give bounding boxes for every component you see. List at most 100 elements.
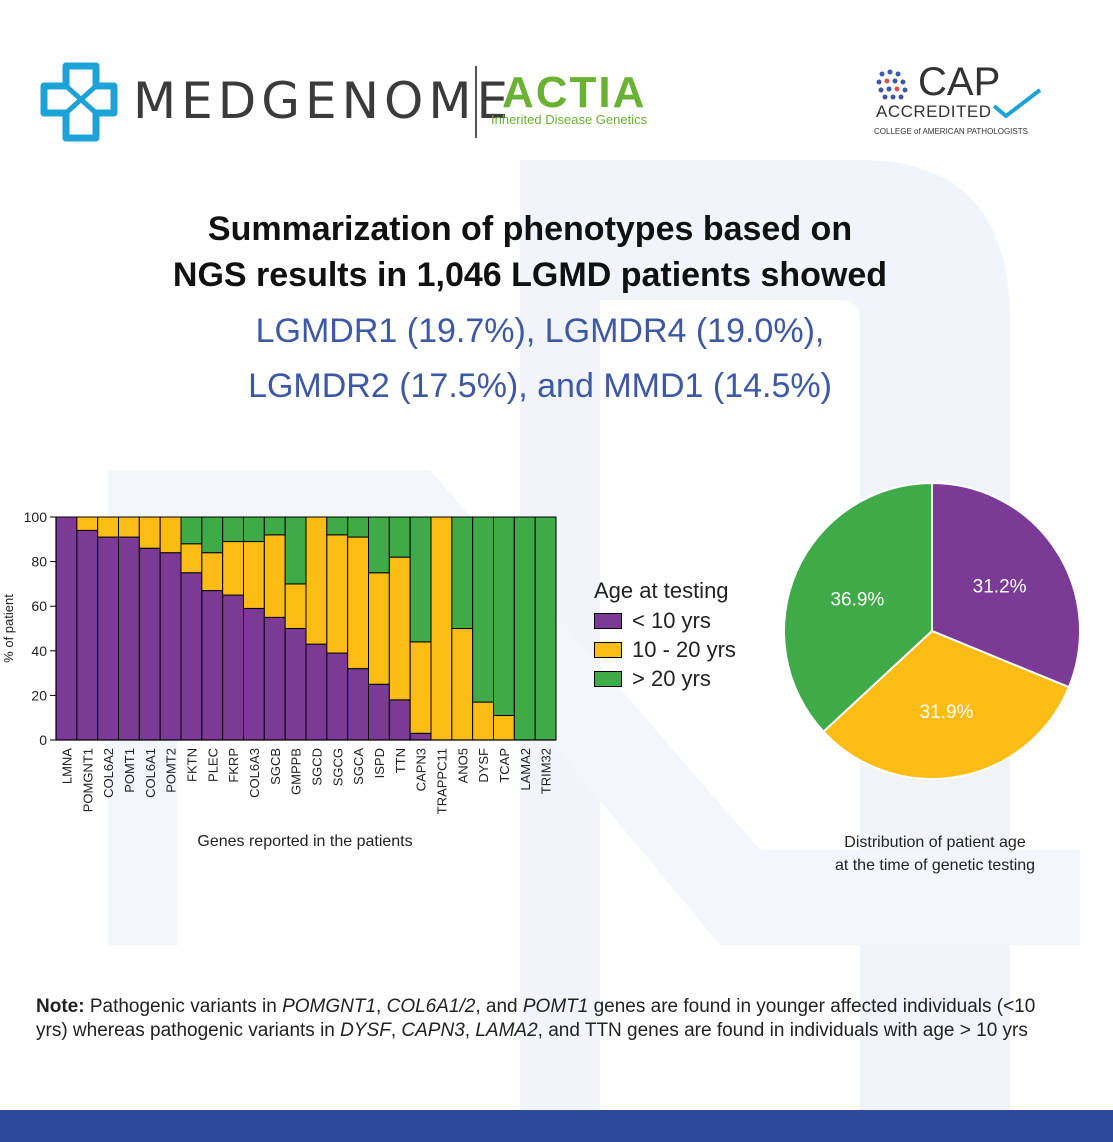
headline-line-3: LGMDR1 (19.7%), LGMDR4 (19.0%), bbox=[255, 312, 825, 350]
bar-segment-sgcg-1 bbox=[326, 534, 349, 654]
bar-segment-fktn-0 bbox=[180, 572, 203, 741]
bar-segment-fktn-1 bbox=[180, 543, 203, 574]
accreditation-org: COLLEGE of AMERICAN PATHOLOGISTS bbox=[874, 127, 1028, 136]
y-tick-label: 20 bbox=[31, 687, 47, 703]
pie-slice-2 bbox=[783, 481, 933, 734]
bar-segment-sgcd-0 bbox=[305, 643, 328, 741]
bar-segment-col6a3-2 bbox=[243, 516, 265, 543]
bar-segment-dysf-1 bbox=[472, 701, 494, 741]
x-tick-label: FKRP bbox=[226, 748, 241, 783]
pie-chart-title-line-2: at the time of genetic testing bbox=[834, 857, 1036, 874]
bar-segment-sgca-1 bbox=[347, 536, 369, 670]
y-tick-label: 60 bbox=[31, 598, 47, 614]
cap-dots-icon bbox=[876, 69, 908, 100]
bar-segment-capn3-2 bbox=[409, 516, 432, 643]
legend-label-10-20: 10 - 20 yrs bbox=[632, 636, 736, 662]
bar-segment-fkrp-1 bbox=[222, 541, 245, 596]
bar-segment-sgcb-1 bbox=[263, 534, 286, 618]
bar-segment-col6a3-1 bbox=[243, 541, 265, 609]
header-divider bbox=[475, 66, 477, 138]
bar-segment-pomt1-1 bbox=[118, 516, 140, 538]
pie-data-label-1: 31.9% bbox=[920, 702, 974, 723]
x-tick-label: POMGNT1 bbox=[80, 748, 95, 812]
x-tick-label: TRIM32 bbox=[539, 748, 554, 794]
bar-segment-ispd-2 bbox=[368, 516, 390, 574]
x-tick-label: PLEC bbox=[205, 748, 220, 782]
bar-segment-tcap-1 bbox=[493, 714, 515, 741]
x-tick-label: DYSF bbox=[476, 748, 491, 783]
bar-segment-lama2-2 bbox=[513, 516, 536, 741]
age-pie-chart: 31.2% 31.9% 36.9% bbox=[783, 481, 1081, 780]
y-tick-label: 80 bbox=[31, 554, 47, 570]
bar-segment-sgcg-0 bbox=[326, 652, 349, 741]
legend-swatch-under-10 bbox=[594, 612, 622, 629]
legend-item-10-20: 10 - 20 yrs bbox=[594, 635, 736, 664]
x-tick-label: SGCA bbox=[351, 748, 366, 785]
note-text-5: , bbox=[390, 1020, 402, 1041]
pie-data-label-2: 36.9% bbox=[830, 589, 884, 610]
bar-segment-fkrp-2 bbox=[222, 516, 245, 543]
headline-line-1: Summarization of phenotypes based on bbox=[207, 210, 853, 248]
x-tick-label: SGCD bbox=[309, 748, 324, 786]
x-tick-label: TRAPPC11 bbox=[434, 748, 449, 814]
bar-segment-pomgnt1-0 bbox=[76, 529, 99, 741]
y-tick-label: 100 bbox=[24, 509, 48, 525]
note-text-6: , bbox=[464, 1020, 476, 1041]
bar-segment-dysf-2 bbox=[472, 516, 494, 703]
bar-segment-ano5-1 bbox=[451, 628, 474, 741]
brand-name: MEDGENOME bbox=[133, 72, 514, 130]
bar-segment-pomt2-1 bbox=[159, 516, 182, 554]
bar-segment-fkrp-0 bbox=[222, 594, 245, 741]
x-tick-label: COL6A1 bbox=[143, 748, 158, 798]
bar-segment-sgca-2 bbox=[347, 516, 369, 538]
y-tick-label: 0 bbox=[39, 732, 47, 748]
legend-item-under-10: < 10 yrs bbox=[594, 606, 736, 635]
pie-data-label-0: 31.2% bbox=[973, 577, 1027, 598]
bar-segment-pomt1-0 bbox=[118, 536, 140, 741]
pie-slice-1 bbox=[822, 629, 1071, 780]
bar-segment-trim32-2 bbox=[534, 516, 557, 741]
x-tick-label: TCAP bbox=[497, 748, 512, 783]
legend-item-over-20: > 20 yrs bbox=[594, 664, 736, 693]
note-gene-3: POMT1 bbox=[522, 996, 589, 1017]
bar-segment-pomgnt1-1 bbox=[76, 516, 99, 531]
legend: Age at testing < 10 yrs 10 - 20 yrs > 20… bbox=[594, 578, 736, 693]
legend-title: Age at testing bbox=[594, 578, 729, 603]
note-text-4: genes are found in younger affected indi… bbox=[36, 996, 1036, 1041]
accreditation-mark: CAP bbox=[918, 60, 1001, 104]
pie-slice-0 bbox=[931, 481, 1081, 689]
note-gene-5: CAPN3 bbox=[401, 1020, 465, 1041]
bar-segment-sgcb-0 bbox=[263, 616, 286, 741]
bar-segment-gmppb-1 bbox=[284, 583, 307, 629]
x-tick-label: ISPD bbox=[372, 748, 387, 778]
stacked-bar-chart: % of patient 0 20 40 60 80 100 LMNA POMGNT1 COL6A… bbox=[1, 509, 557, 814]
partner-name: ACTIA bbox=[502, 68, 647, 117]
legend-swatch-10-20 bbox=[594, 641, 622, 658]
bar-segment-ttn-0 bbox=[388, 699, 411, 741]
x-tick-label: GMPPB bbox=[289, 748, 304, 795]
bar-segment-ano5-2 bbox=[451, 516, 474, 629]
bar-segment-col6a3-0 bbox=[243, 607, 265, 741]
checkmark-icon bbox=[992, 88, 1042, 119]
x-tick-label: COL6A3 bbox=[247, 748, 262, 798]
bar-segment-tcap-2 bbox=[493, 516, 515, 716]
x-tick-label: POMT1 bbox=[122, 748, 137, 793]
note-text-7: , and TTN genes are found in individuals… bbox=[537, 1020, 1028, 1041]
note-text-2: , bbox=[376, 996, 387, 1017]
legend-label-over-20: > 20 yrs bbox=[632, 665, 711, 691]
note-text-3: , and bbox=[475, 996, 523, 1017]
x-tick-label: COL6A2 bbox=[101, 748, 116, 798]
x-tick-label: TTN bbox=[393, 748, 408, 773]
note: Note: Pathogenic variants in POMGNT1, CO… bbox=[36, 995, 1036, 1043]
bar-segment-plec-0 bbox=[201, 590, 224, 741]
note-gene-1: POMGNT1 bbox=[282, 996, 377, 1017]
partner-tagline: Inherited Disease Genetics bbox=[491, 112, 648, 127]
pie-chart-title-line-1: Distribution of patient age bbox=[844, 834, 1026, 851]
note-label: Note: bbox=[36, 996, 85, 1017]
bar-segment-fktn-2 bbox=[180, 516, 203, 545]
bar-segment-col6a2-0 bbox=[97, 536, 119, 741]
legend-swatch-over-20 bbox=[594, 670, 622, 687]
x-tick-label: LAMA2 bbox=[518, 748, 533, 791]
x-tick-label: CAPN3 bbox=[414, 748, 429, 791]
bar-segment-sgcb-2 bbox=[263, 516, 286, 536]
